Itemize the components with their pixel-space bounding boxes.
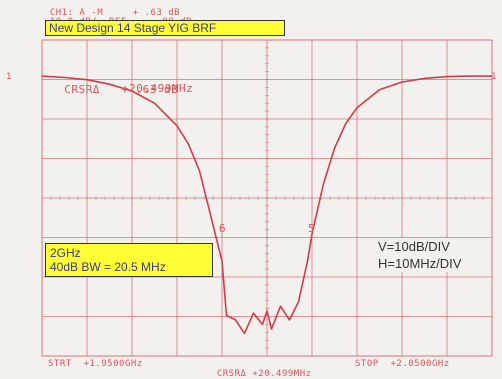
trace-point: [225, 314, 228, 316]
trace-point: [446, 75, 448, 78]
footer-stop: STOP +2.0500GHz: [355, 359, 450, 369]
trace-point: [108, 83, 111, 85]
trace-point: [252, 312, 255, 314]
trace-point: [491, 75, 493, 77]
trace-point: [345, 122, 347, 125]
horizontal-scale: H=10MHz/DIV: [378, 256, 462, 271]
trace-point: [261, 323, 264, 325]
ref-marker: 1: [6, 72, 11, 82]
trace-point: [468, 75, 471, 77]
trace-point: [266, 310, 268, 312]
trace-point: [41, 75, 43, 77]
trace-point: [86, 79, 88, 81]
trace-point: [288, 319, 291, 321]
trace-point: [333, 147, 336, 149]
scale-note: V=10dB/DIV H=10MHz/DIV: [378, 238, 462, 272]
trace-point: [131, 90, 133, 92]
trace-point: [306, 260, 309, 262]
trace-point: [63, 76, 66, 79]
trace-point: [198, 170, 201, 172]
trace-point: [378, 89, 381, 91]
trace-point: [423, 77, 426, 79]
trace-point: [210, 215, 212, 217]
trace-point: [234, 319, 237, 321]
trace-point: [401, 81, 403, 83]
trace-point: [297, 301, 300, 303]
trace-point: [356, 107, 358, 109]
info-box-freq: 2GHz: [50, 246, 81, 260]
info-box-bw: 40dB BW = 20.5 MHz: [50, 260, 166, 274]
trace-point: [322, 183, 324, 186]
trace: [41, 75, 493, 335]
right-ref-marker: 1: [491, 72, 496, 82]
trace-point: [270, 328, 273, 330]
trace-point: [279, 305, 282, 307]
info-box: 2GHz 40dB BW = 20.5 MHz: [45, 243, 213, 277]
trace-point: [153, 102, 156, 104]
trace-point: [221, 260, 223, 262]
cursor-readout-freq: +20.499MHz: [122, 82, 194, 95]
marker-6: 6: [219, 222, 226, 235]
trace-point: [311, 233, 313, 235]
axis-ticks: [50, 47, 484, 349]
header-channel: CH1: A -M + .63 dB: [49, 8, 181, 18]
vertical-scale: V=10dB/DIV: [378, 239, 450, 254]
trace-point: [243, 332, 246, 335]
marker-5: 5: [308, 222, 315, 235]
trace-point: [176, 125, 178, 127]
trace-point: [187, 143, 189, 145]
footer-start: STRT +1.9500GHz: [48, 359, 143, 369]
footer-cursor: CRSRΔ +20.499MHz: [216, 369, 312, 379]
chart-title: New Design 14 Stage YIG BRF: [45, 20, 285, 36]
cursor-readout-db: CRSRΔ + .63 dB: [64, 83, 179, 96]
